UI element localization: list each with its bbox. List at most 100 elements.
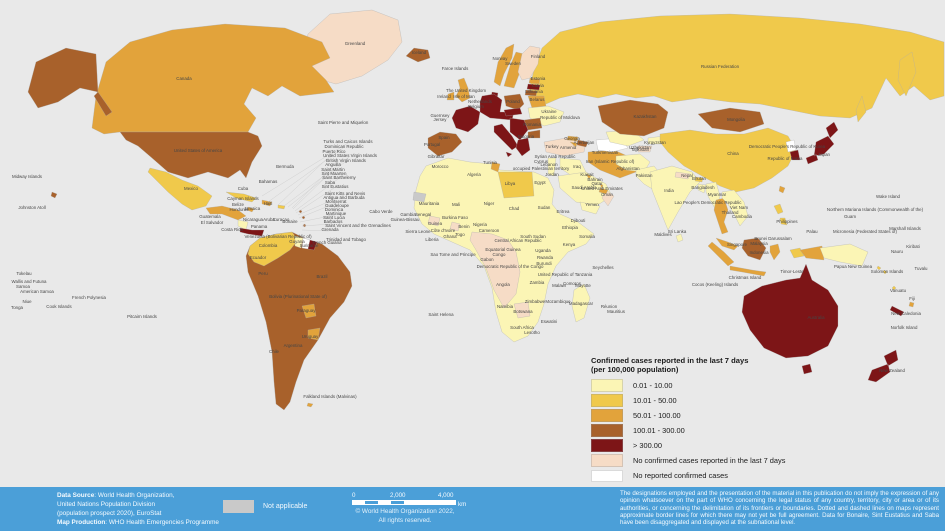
- map-label: Djibouti: [571, 218, 586, 223]
- map-label: Kenya: [563, 242, 576, 247]
- map-label: Peru: [258, 271, 268, 276]
- region-vanuatu: [891, 285, 897, 291]
- not-applicable-swatch: [223, 500, 254, 513]
- map-label: Liberia: [425, 237, 439, 242]
- country-greenland: [301, 9, 403, 85]
- map-label: India: [664, 188, 674, 193]
- map-label: Qatar: [592, 181, 604, 186]
- map-label: Viet Nam: [730, 205, 748, 210]
- legend-row: 0.01 - 10.00: [591, 379, 943, 392]
- country-new-zealand: [867, 349, 899, 383]
- region-taiwan: [778, 185, 786, 194]
- map-label: Kyrgyzstan: [644, 140, 666, 145]
- map-label: Singapore: [727, 242, 748, 247]
- map-label: Wallis and Futuna: [12, 279, 48, 284]
- legend-row: No confirmed cases reported in the last …: [591, 454, 943, 467]
- legend-swatch: [591, 469, 623, 483]
- map-label: Madagascar: [569, 301, 594, 306]
- map-label: Brazil: [317, 274, 328, 279]
- map-label: Cambodia: [732, 214, 753, 219]
- map-label: Malawi: [552, 283, 566, 288]
- map-label: Mali: [452, 202, 460, 207]
- legend-swatch: [591, 394, 623, 407]
- region-hawaii: [50, 191, 58, 199]
- region-solomon-islands: [876, 265, 888, 275]
- map-label: Myanmar: [708, 192, 727, 197]
- map-label: Saint Lucia: [323, 215, 345, 220]
- map-label: El Salvador: [201, 220, 224, 225]
- scale-bar-graphic: [352, 500, 456, 505]
- map-production-label: Map Production: [57, 519, 106, 526]
- map-label: Tuvalu: [914, 266, 928, 271]
- map-label: Burkina Faso: [442, 215, 468, 220]
- country-fiji: [908, 301, 915, 308]
- region-kamchatka: [897, 51, 917, 97]
- map-label: New Zealand: [879, 368, 905, 373]
- map-label: Saudi Arabia: [572, 185, 597, 190]
- map-label: Sao Tome and Principe: [430, 252, 476, 257]
- country-saudi-arabia: [557, 171, 613, 207]
- country-estonia: [528, 77, 541, 85]
- country-guyana: [294, 235, 304, 249]
- map-label: Indonesia: [749, 250, 769, 255]
- region-sakhalin: [855, 95, 867, 123]
- map-label: Côte d'Ivoire: [431, 228, 456, 233]
- map-label: Saint Barthelemy: [322, 175, 356, 180]
- map-label: Equatorial Guinea: [485, 247, 521, 252]
- legend-class-label: 50.01 - 100.00: [633, 410, 681, 420]
- country-north-korea: [785, 139, 797, 153]
- map-label: Norway: [493, 56, 509, 61]
- map-label: Algeria: [467, 172, 481, 177]
- region-balkans: [509, 117, 529, 141]
- world-map: Canada United States of America Mexico Gree…: [0, 0, 945, 487]
- map-label: Mayotte: [575, 283, 591, 288]
- map-label: Lesotho: [524, 330, 540, 335]
- map-label: Bonaire: [282, 219, 298, 224]
- region-levant: [547, 157, 557, 177]
- country-madagascar: [571, 283, 591, 323]
- scale-unit: km: [458, 501, 467, 508]
- country-norway: [493, 43, 515, 87]
- map-label: Gabon: [480, 257, 494, 262]
- map-label: Micronesia (Federated States of): [833, 229, 897, 234]
- country-paraguay: [301, 303, 317, 319]
- map-label: British Virgin Islands: [326, 158, 367, 163]
- map-label: Jordan: [545, 172, 559, 177]
- country-malaysia: [715, 237, 739, 251]
- country-libya: [497, 171, 535, 199]
- map-label: Mauritania: [419, 201, 440, 206]
- map-label: Nigeria: [473, 222, 487, 227]
- map-label: Cayman Islands: [227, 196, 259, 201]
- scale-ticks: 0 2,000 4,000: [352, 492, 454, 499]
- map-label: Dominica: [325, 207, 344, 212]
- legend-swatch: [591, 424, 623, 437]
- map-label: Ukraine: [541, 109, 557, 114]
- legend-swatch: [591, 409, 623, 422]
- map-label: Nepal: [681, 173, 692, 178]
- country-usa: [119, 131, 263, 179]
- country-china: [659, 127, 797, 193]
- map-label: Christmas Island: [729, 275, 762, 280]
- legend-class-label: 0.01 - 10.00: [633, 380, 673, 390]
- country-botswana: [513, 301, 531, 319]
- map-label: Curacao: [273, 217, 290, 222]
- map-label: Samoa: [16, 284, 30, 289]
- country-oman: [601, 189, 615, 207]
- map-label: Finland: [531, 54, 546, 59]
- legend-class-label: > 300.00: [633, 441, 662, 451]
- map-label: French Polynesia: [72, 295, 106, 300]
- map-label: Cocos (Keeling) Islands: [692, 282, 739, 287]
- map-legend: Confirmed cases reported in the last 7 d…: [591, 356, 943, 485]
- map-label: Isle of Man: [453, 94, 475, 99]
- map-label: Bangladesh: [691, 185, 715, 190]
- map-label: Réunion: [601, 304, 618, 309]
- map-label: Colombia: [259, 243, 278, 248]
- map-label: Guatemala: [199, 214, 221, 219]
- map-label: United Republic of Tanzania: [538, 272, 593, 277]
- country-sri-lanka: [675, 233, 684, 243]
- map-label: Papua New Guinea: [834, 264, 873, 269]
- map-label: Eswatini: [541, 319, 557, 324]
- map-label: Ireland: [437, 94, 451, 99]
- map-label: Tokelau: [16, 271, 32, 276]
